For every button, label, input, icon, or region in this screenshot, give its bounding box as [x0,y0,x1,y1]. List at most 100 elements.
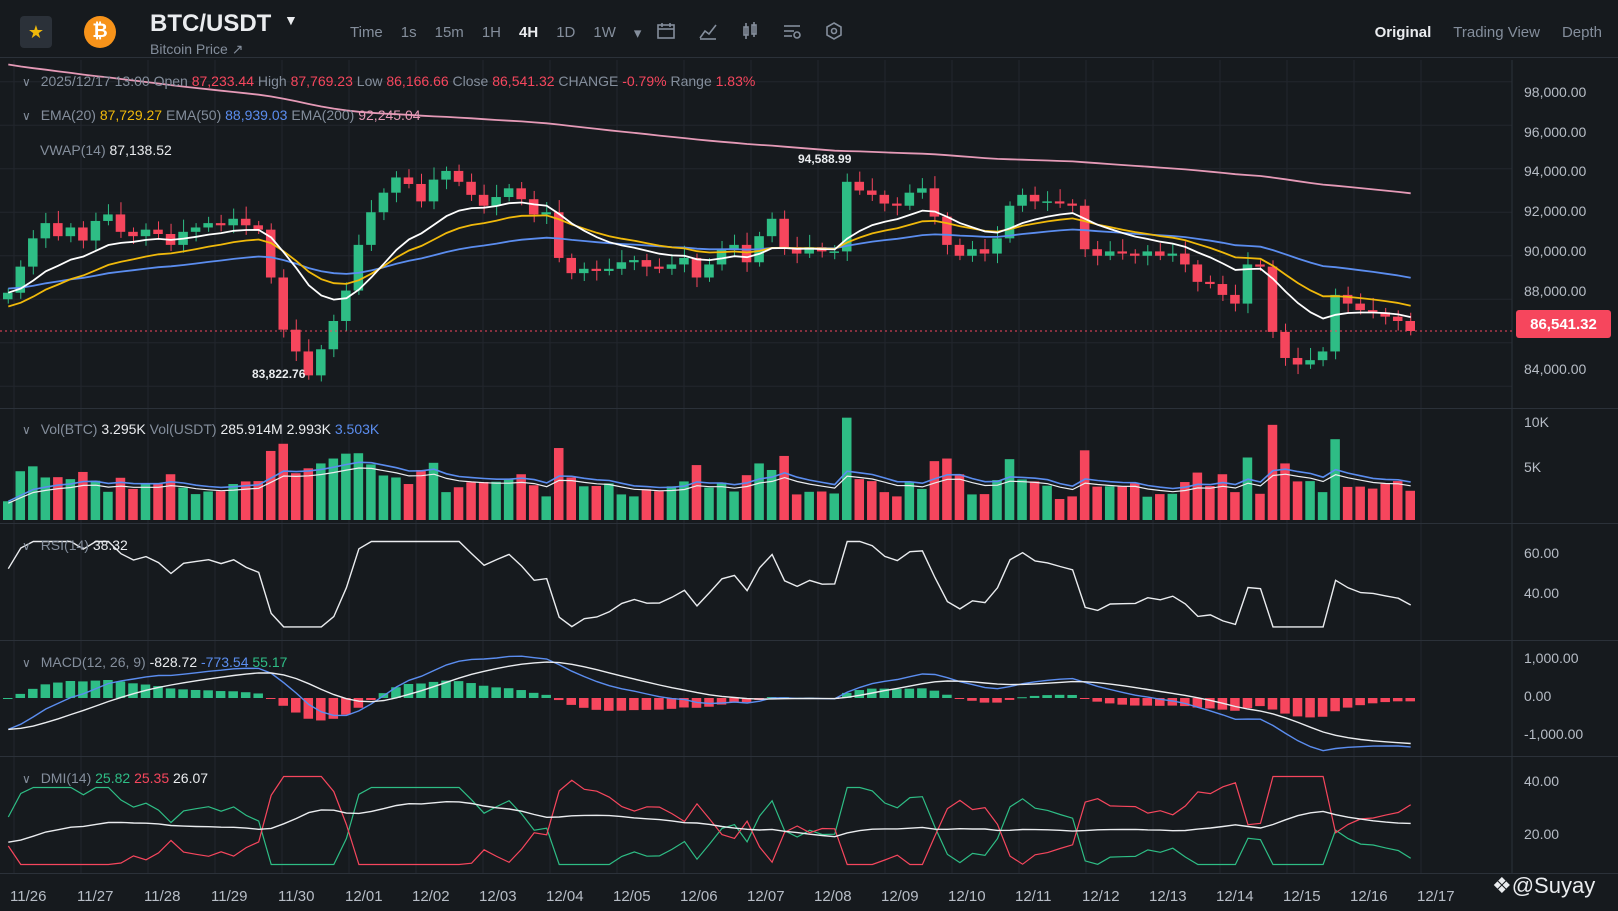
candle-body [942,216,952,245]
candle-body [190,227,201,232]
date-tick-label: 12/06 [680,888,718,905]
volume-bar [867,481,877,520]
volume-bar [1292,481,1303,520]
indicator-icon[interactable] [781,20,803,42]
candle-body [929,188,940,217]
calendar-icon[interactable] [655,20,677,42]
pane-separator[interactable] [0,756,1618,757]
price-axis-label: 90,000.00 [1524,243,1587,259]
volume-bar [265,450,276,520]
macd-histogram-bar [1067,694,1077,698]
date-tick-label: 12/10 [948,888,986,905]
price-axis-label: 92,000.00 [1524,203,1587,219]
view-depth-tab[interactable]: Depth [1561,24,1602,41]
candle-body [854,181,865,191]
date-tick-label: 12/03 [479,888,517,905]
favorite-star-icon[interactable]: ★ [20,16,52,48]
macd-histogram-bar [1117,698,1127,705]
volume-bar [1117,485,1127,520]
ema50-line [8,228,1411,290]
volume-bar [491,481,501,520]
macd-histogram-bar [140,684,151,698]
volume-bar [992,480,1002,520]
volume-bar [341,453,351,520]
interval-15m[interactable]: 15m [434,24,464,41]
candle-body [1155,251,1165,256]
macd-histogram-bar [879,688,890,698]
pair-dropdown-icon[interactable]: ▼ [284,12,298,28]
volume-bar [929,461,940,520]
vol-btc-label: Vol(BTC) [40,421,98,437]
volume-bar [816,491,827,520]
macd-histogram-bar [153,686,163,698]
vol-usdt-label: Vol(USDT) [149,421,217,437]
candle-body [528,199,539,215]
macd-histogram-bar [516,690,526,698]
volume-bar [741,475,752,520]
change-value: -0.79% [622,73,667,89]
candle-body [992,238,1002,254]
collapse-chevron-icon[interactable]: ∨ [22,772,31,786]
interval-time[interactable]: Time [350,24,383,41]
candle-body [1305,360,1315,365]
settings-hex-icon[interactable] [823,20,845,42]
volume-bar [1029,481,1040,520]
dmi-mdi-value: 25.35 [134,770,170,786]
volume-bar [3,501,13,520]
macd-histogram-bar [1255,698,1265,707]
collapse-chevron-icon[interactable]: ∨ [22,109,31,123]
interval-1s[interactable]: 1s [400,24,417,41]
interval-more-dropdown-icon[interactable]: ▾ [633,25,642,42]
macd-histogram-bar [1317,698,1328,717]
macd-histogram-bar [1367,698,1378,704]
interval-1w[interactable]: 1W [593,24,616,41]
candle-body [391,177,401,193]
interval-1d[interactable]: 1D [556,24,576,41]
collapse-chevron-icon[interactable]: ∨ [22,75,31,89]
view-trading-view-tab[interactable]: Trading View [1453,24,1540,41]
volume-bar [366,464,376,520]
macd-histogram-bar [929,690,940,698]
view-original-tab[interactable]: Original [1374,24,1432,41]
pane-separator[interactable] [0,640,1618,641]
candle-body [516,188,526,200]
ema20-value: 87,729.27 [99,107,163,123]
volume-bar [353,453,364,520]
macd-histogram-bar [40,684,51,698]
macd-histogram-bar [328,698,339,719]
collapse-chevron-icon[interactable]: ∨ [22,539,31,553]
macd-hist-value: 55.17 [252,654,288,670]
period-high-mark: 94,588.99 [798,152,852,166]
volume-bar [904,482,915,520]
volume-bar [716,482,727,520]
macd-histogram-bar [228,691,238,698]
pair-subtitle-link[interactable]: Bitcoin Price ↗ [150,41,244,57]
macd-histogram-bar [1167,698,1178,706]
collapse-chevron-icon[interactable]: ∨ [22,656,31,670]
pair-title[interactable]: BTC/USDT [150,10,272,37]
line-chart-icon[interactable] [697,20,719,42]
volume-bar [90,480,101,520]
macd-histogram-bar [1155,698,1165,706]
candle-icon[interactable] [739,20,761,42]
vwap-label: VWAP(14) [40,142,106,158]
candle-body [1317,351,1328,361]
pane-separator[interactable] [0,523,1618,524]
interval-1h[interactable]: 1H [481,24,501,41]
volume-bar [1042,485,1052,520]
candle-body [591,268,602,271]
macd-histogram-bar [253,693,263,698]
candle-body [641,260,652,267]
ema200-line [8,63,1411,195]
macd-histogram-bar [1380,698,1390,703]
interval-4h[interactable]: 4H [519,24,539,41]
volume-bar [942,458,952,520]
macd-histogram-bar [1342,698,1353,708]
candle-body [1330,294,1340,352]
volume-bar [215,491,226,520]
candle-body [917,188,927,193]
volume-bar [704,487,714,520]
pane-separator[interactable] [0,408,1618,409]
collapse-chevron-icon[interactable]: ∨ [22,423,31,437]
